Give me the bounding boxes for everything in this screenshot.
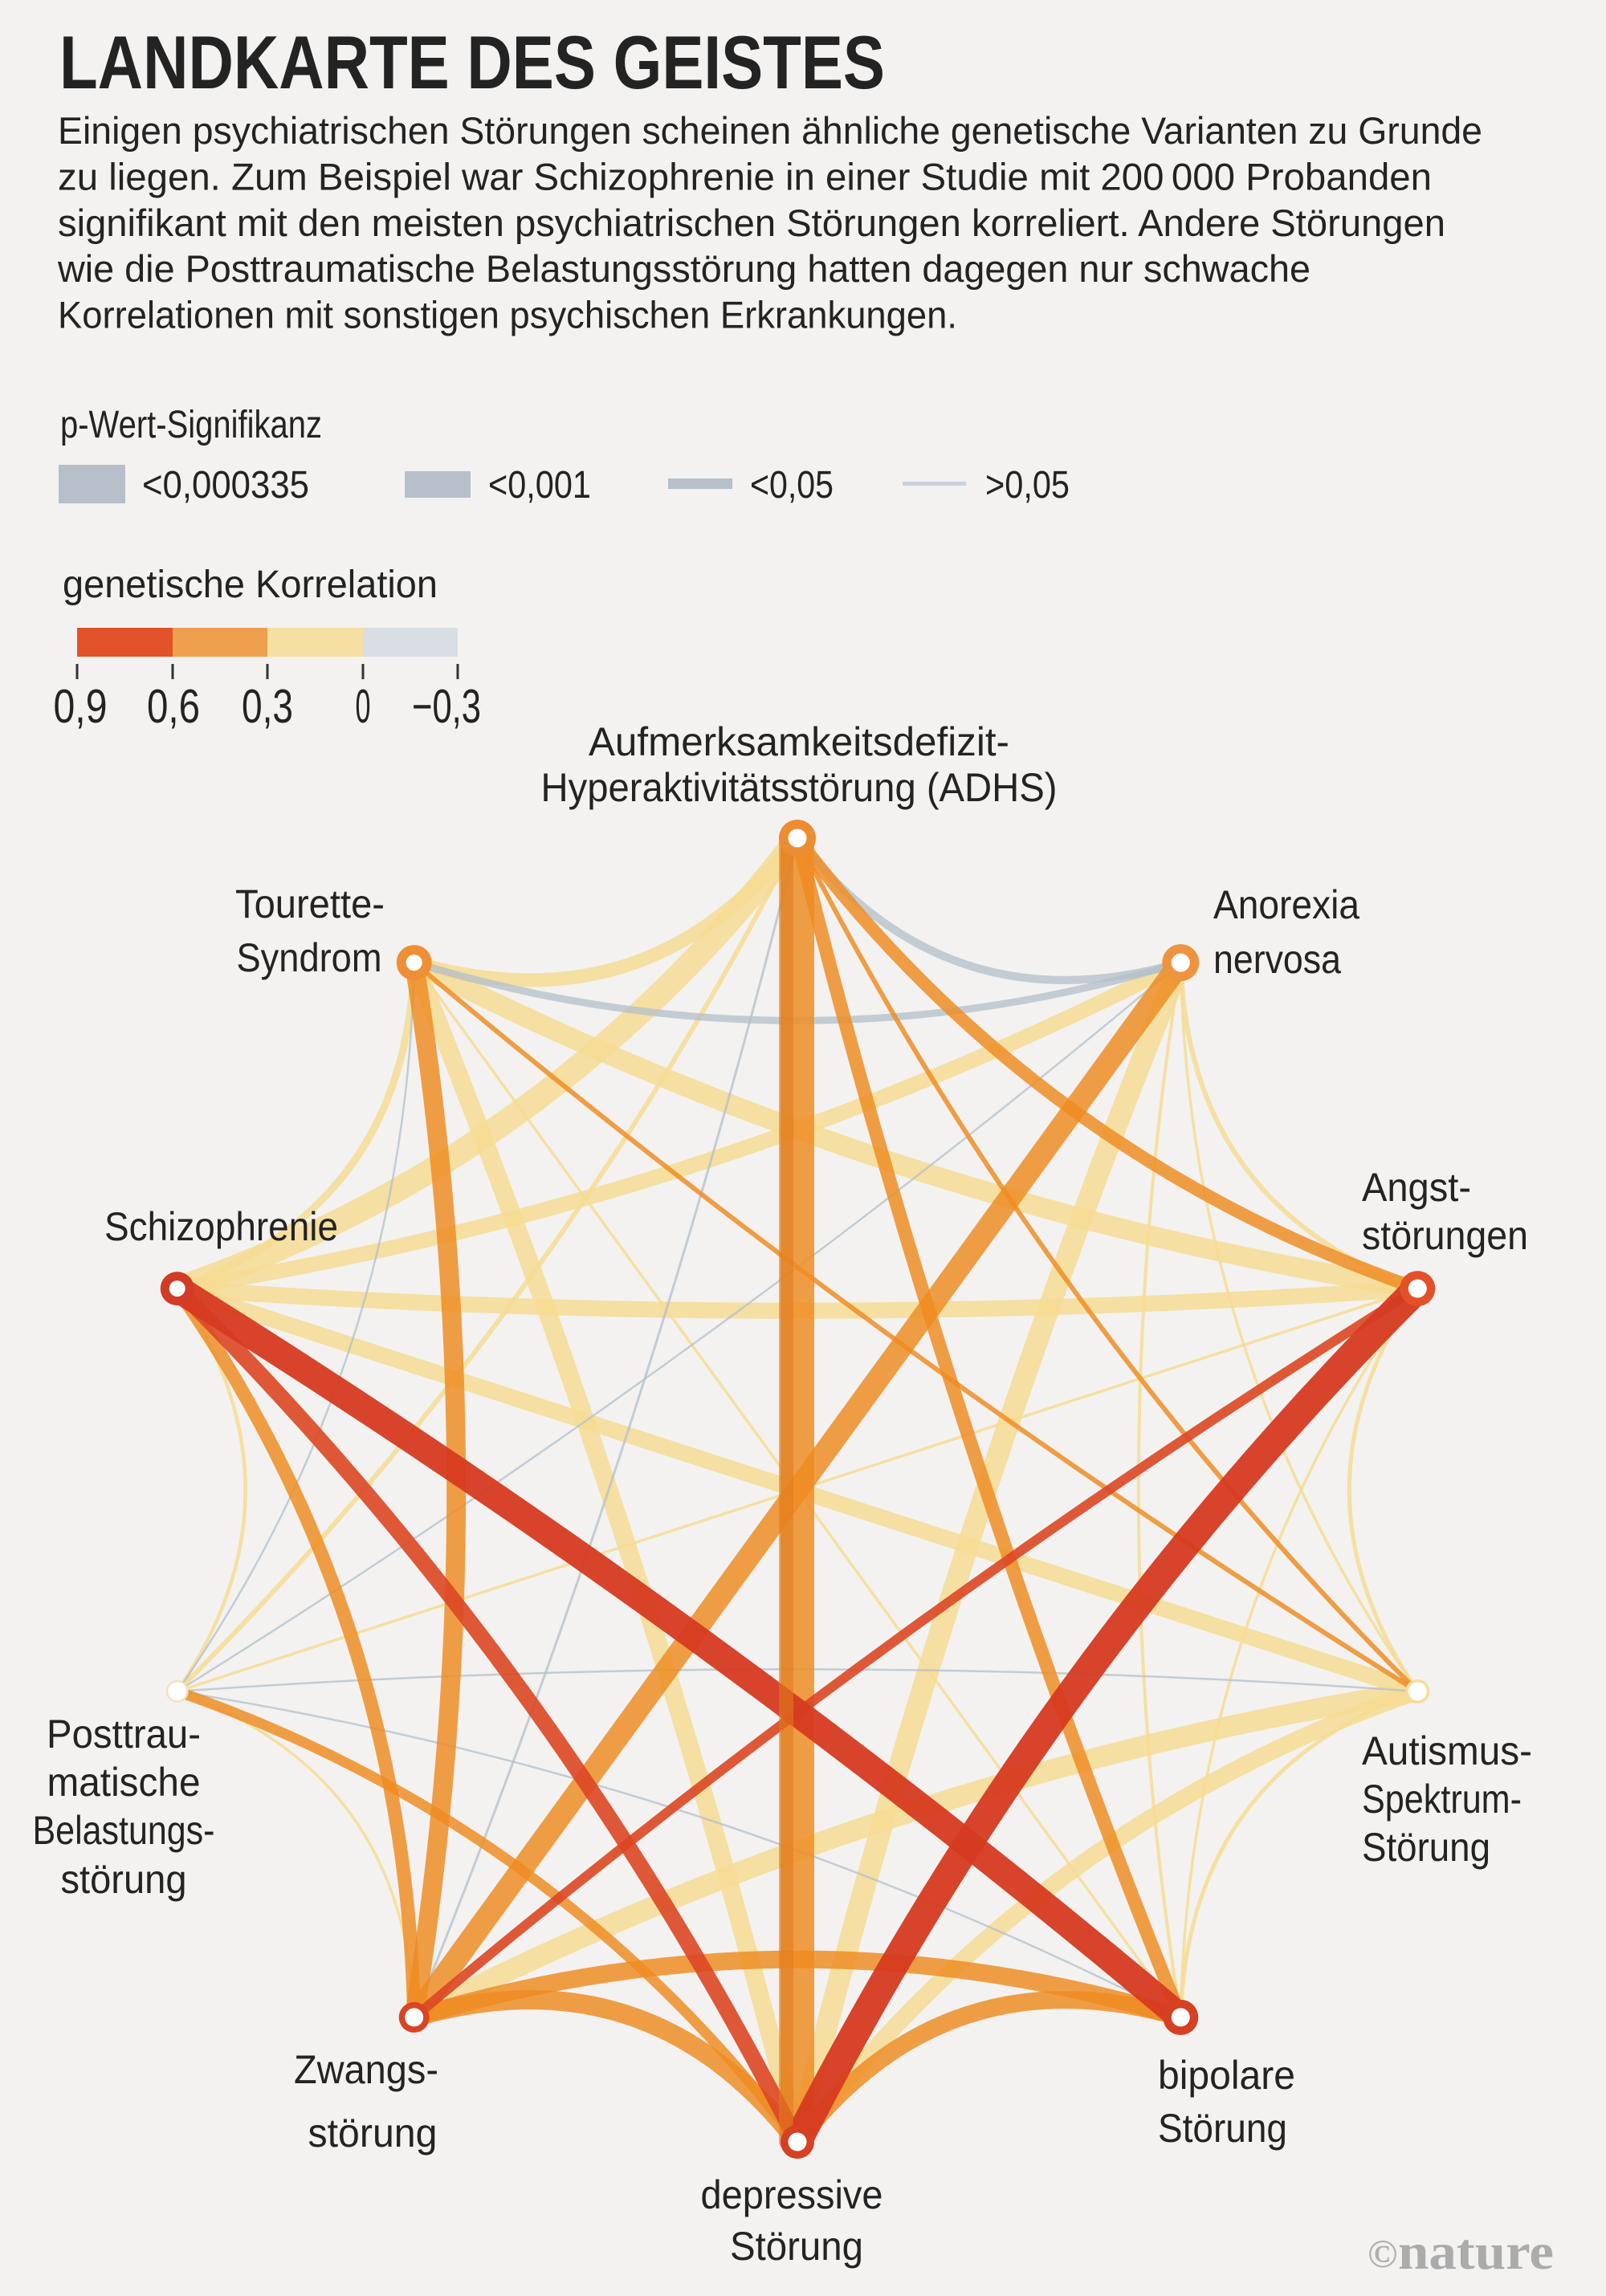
svg-text:depressive: depressive bbox=[701, 2172, 883, 2217]
svg-text:p-Wert-Signifikanz: p-Wert-Signifikanz bbox=[60, 404, 322, 446]
svg-text:wie die Posttraumatische Belas: wie die Posttraumatische Belastungsstöru… bbox=[57, 247, 1310, 290]
svg-text:Zwangs-: Zwangs- bbox=[294, 2047, 438, 2092]
svg-text:zu liegen. Zum Beispiel war Sc: zu liegen. Zum Beispiel war Schizophreni… bbox=[58, 155, 1432, 197]
svg-text:Autismus-: Autismus- bbox=[1362, 1728, 1532, 1773]
svg-text:nature: nature bbox=[1398, 2223, 1554, 2280]
svg-text:Tourette-: Tourette- bbox=[235, 881, 385, 926]
svg-text:>0,05: >0,05 bbox=[985, 464, 1070, 507]
svg-text:störung: störung bbox=[61, 1857, 187, 1902]
svg-text:Angst-: Angst- bbox=[1362, 1165, 1471, 1210]
svg-text:LANDKARTE DES GEISTES: LANDKARTE DES GEISTES bbox=[59, 20, 885, 104]
svg-text:Korrelationen mit sonstigen ps: Korrelationen mit sonstigen psychischen … bbox=[58, 294, 957, 336]
svg-text:Störung: Störung bbox=[1362, 1825, 1490, 1870]
svg-text:Spektrum-: Spektrum- bbox=[1362, 1777, 1522, 1822]
svg-text:Schizophrenie: Schizophrenie bbox=[104, 1204, 338, 1249]
svg-text:<0,05: <0,05 bbox=[750, 464, 834, 507]
svg-text:Störung: Störung bbox=[1158, 2106, 1287, 2151]
svg-text:genetische Korrelation: genetische Korrelation bbox=[63, 564, 438, 606]
svg-text:0,3: 0,3 bbox=[242, 680, 293, 733]
svg-text:signifikant mit den meisten ps: signifikant mit den meisten psychiatrisc… bbox=[58, 202, 1445, 244]
svg-text:<0,001: <0,001 bbox=[488, 464, 591, 507]
svg-text:bipolare: bipolare bbox=[1158, 2053, 1295, 2098]
svg-text:0,6: 0,6 bbox=[147, 680, 200, 733]
svg-text:nervosa: nervosa bbox=[1213, 937, 1341, 982]
svg-text:Einigen psychiatrischen Störun: Einigen psychiatrischen Störungen schein… bbox=[58, 109, 1482, 152]
svg-text:Posttrau-: Posttrau- bbox=[47, 1712, 201, 1757]
svg-text:Aufmerksamkeitsdefizit-: Aufmerksamkeitsdefizit- bbox=[589, 719, 1009, 764]
svg-text:−0,3: −0,3 bbox=[412, 680, 481, 733]
svg-text:Syndrom: Syndrom bbox=[237, 935, 382, 980]
svg-text:©: © bbox=[1368, 2231, 1397, 2276]
svg-text:Hyperaktivitätsstörung (ADHS): Hyperaktivitätsstörung (ADHS) bbox=[541, 765, 1058, 810]
svg-text:Störung: Störung bbox=[730, 2224, 863, 2269]
svg-text:<0,000335: <0,000335 bbox=[142, 464, 309, 507]
svg-text:0,9: 0,9 bbox=[54, 680, 108, 733]
svg-text:Belastungs-: Belastungs- bbox=[33, 1808, 215, 1853]
svg-text:0: 0 bbox=[356, 680, 371, 733]
svg-text:störung: störung bbox=[308, 2111, 438, 2156]
svg-text:matische: matische bbox=[47, 1760, 201, 1805]
svg-text:störungen: störungen bbox=[1362, 1213, 1528, 1258]
svg-text:Anorexia: Anorexia bbox=[1213, 882, 1359, 927]
